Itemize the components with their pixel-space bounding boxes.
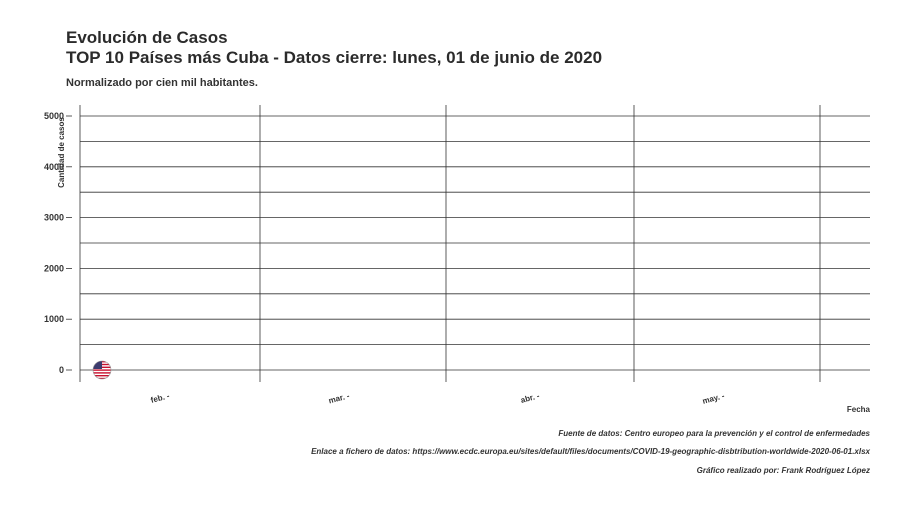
chart-subtitle: TOP 10 Países más Cuba - Datos cierre: l…	[66, 48, 603, 67]
caption-author: Gráfico realizado por: Frank Rodríguez L…	[696, 466, 870, 475]
y-tick-label: 4000	[44, 162, 64, 172]
x-tick-label: may. -	[701, 391, 725, 406]
grid-lines	[79, 105, 870, 382]
y-tick-label: 2000	[44, 263, 64, 273]
caption-source: Fuente de datos: Centro europeo para la …	[558, 429, 870, 438]
data-points	[92, 360, 112, 380]
chart-title: Evolución de Casos	[66, 28, 228, 47]
us-flag-icon	[92, 360, 112, 380]
y-tick-label: 1000	[44, 314, 64, 324]
caption-link: Enlace a fichero de datos: https://www.e…	[311, 447, 870, 456]
x-axis-label: Fecha	[846, 405, 870, 414]
x-tick-label: mar. -	[328, 391, 351, 405]
x-tick-label: abr. -	[520, 391, 541, 405]
y-axis-ticks: 0 1000 2000 3000 4000 5000	[44, 111, 72, 375]
y-tick-label: 3000	[44, 213, 64, 223]
y-tick-label: 5000	[44, 111, 64, 121]
chart-note: Normalizado por cien mil habitantes.	[66, 77, 258, 89]
x-tick-label: feb. -	[150, 391, 171, 405]
y-tick-label: 0	[59, 365, 64, 375]
x-axis-ticks: feb. - mar. - abr. - may. -	[150, 391, 726, 406]
